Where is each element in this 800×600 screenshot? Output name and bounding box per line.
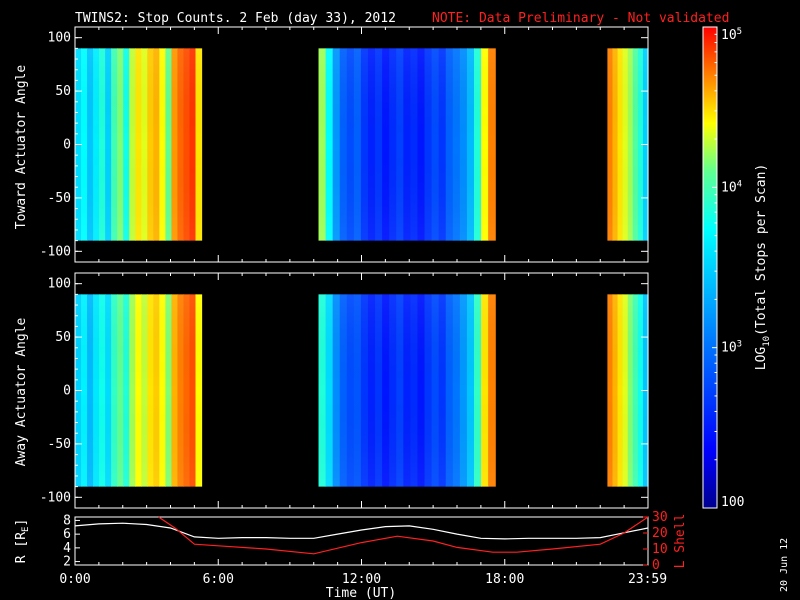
colorbar-ticks: 105 104 103 100 <box>712 26 744 510</box>
orbit-lines <box>74 516 649 555</box>
colorbar-fill <box>702 26 718 509</box>
x-tick-label: 18:00 <box>485 572 524 587</box>
x-tick-label: 12:00 <box>342 572 381 587</box>
side-date: 20 Jun 12 <box>779 538 790 592</box>
orbit-lshell-axis-label: L Shell <box>673 514 688 569</box>
toward-y-axis-label: Toward Actuator Angle <box>14 65 29 230</box>
panel-toward: 100 50 0 -50 -100 Toward Actuator Angle <box>14 26 649 263</box>
chart-title: TWINS2: Stop Counts. 2 Feb (day 33), 201… <box>75 11 396 26</box>
away-y-tick-label: 0 <box>63 384 71 399</box>
away-y-tick-label: -50 <box>48 437 71 452</box>
panel-away: 100 50 0 -50 -100 Away Actuator Angle <box>14 272 649 509</box>
away-y-tick-label: 50 <box>55 330 71 345</box>
colorbar: 105 104 103 100 LOG10(Total Stops per Scan) <box>702 26 772 510</box>
toward-y-tick-label: 100 <box>48 31 71 46</box>
x-tick-label: 6:00 <box>203 572 234 587</box>
lshell-tick-label: 0 <box>652 558 660 573</box>
away-heatmap-cells <box>75 294 649 487</box>
toward-heatmap-shading <box>75 48 202 241</box>
toward-heatmap-cells <box>75 48 649 241</box>
toward-y-tick-label: 50 <box>55 84 71 99</box>
away-y-tick-label: 100 <box>48 277 71 292</box>
lshell-tick-label: 10 <box>652 542 668 557</box>
preliminary-note: NOTE: Data Preliminary - Not validated <box>432 11 729 26</box>
toward-y-tick-label: -50 <box>48 191 71 206</box>
orbit-plot-frame <box>74 516 649 566</box>
r-distance-line <box>74 522 649 540</box>
away-x-ticks <box>74 273 649 508</box>
away-heatmap-shading <box>75 294 202 487</box>
away-heatmap-shading <box>318 294 496 487</box>
l-shell-line <box>158 516 649 555</box>
away-y-axis-label: Away Actuator Angle <box>14 317 29 466</box>
toward-y-tick-label: 0 <box>63 138 71 153</box>
lshell-tick-label: 20 <box>652 526 668 541</box>
x-tick-label: 23:59 <box>628 572 667 587</box>
colorbar-tick-label: 103 <box>721 340 742 356</box>
x-axis-label: Time (UT) <box>326 586 396 600</box>
r-tick-label: 2 <box>63 555 71 570</box>
away-y-ticks: 100 50 0 -50 -100 <box>40 277 648 505</box>
lshell-tick-label: 30 <box>652 510 668 525</box>
toward-y-tick-label: -100 <box>40 244 71 259</box>
r-tick-label: 4 <box>63 541 71 556</box>
colorbar-tick-label: 105 <box>721 27 742 43</box>
orbit-r-axis-label: R [RE] <box>14 519 31 564</box>
toward-y-ticks: 100 50 0 -50 -100 <box>40 31 648 259</box>
toward-x-ticks <box>74 27 649 262</box>
colorbar-tick-label: 104 <box>721 179 742 195</box>
r-tick-label: 8 <box>63 513 71 528</box>
r-tick-label: 6 <box>63 527 71 542</box>
x-tick-label: 0:00 <box>59 572 90 587</box>
toward-heatmap-shading <box>318 48 496 241</box>
colorbar-label: LOG10(Total Stops per Scan) <box>754 164 772 371</box>
away-y-tick-label: -100 <box>40 490 71 505</box>
colorbar-tick-label: 100 <box>721 495 744 510</box>
